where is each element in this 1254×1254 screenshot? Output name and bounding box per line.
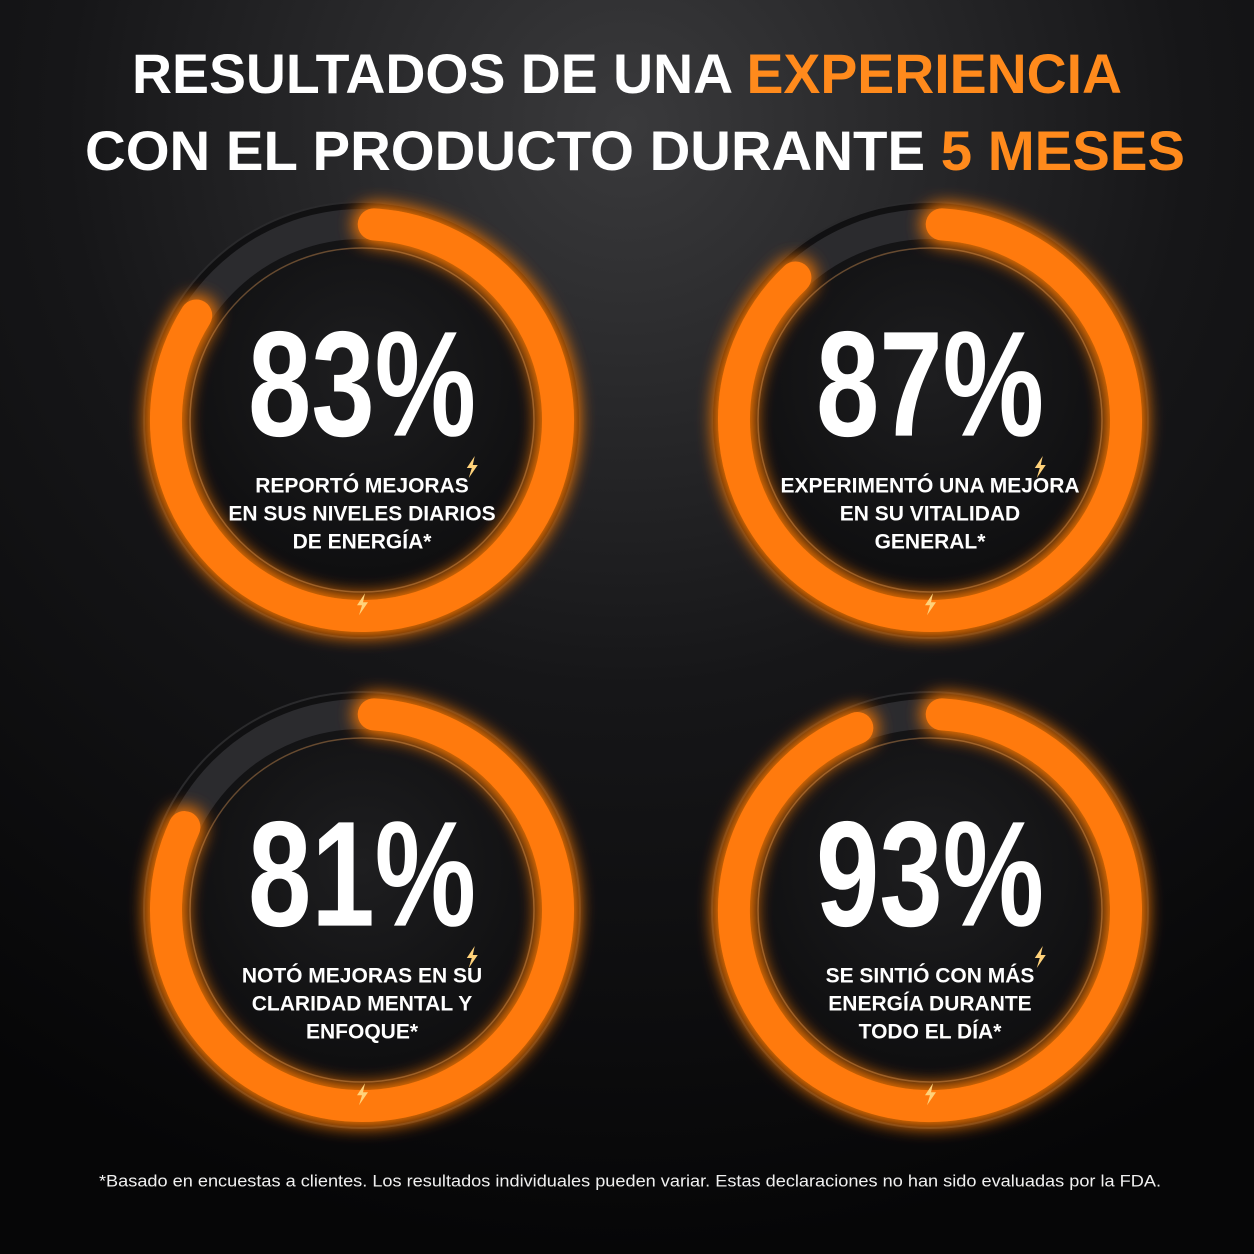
caption-line: EN SU VITALIDAD: [840, 503, 1020, 526]
title-accent: EXPERIENCIA: [746, 42, 1122, 105]
title-line: RESULTADOS DE UNA EXPERIENCIA: [132, 42, 1122, 105]
bolt-icon: [357, 593, 368, 616]
caption-line: TODO EL DÍA*: [859, 1021, 1003, 1044]
bolt-icon: [466, 456, 478, 479]
title-text: RESULTADOS DE UNA: [132, 42, 732, 105]
gauge: 87% EXPERIMENTÓ UNA MEJORA EN SU VITALIDAD…: [711, 201, 1149, 639]
gauge-arc: [718, 208, 1142, 632]
bolt-icon: [1034, 456, 1046, 479]
inner-ring: [189, 247, 535, 593]
gauge-disc: [143, 691, 581, 1129]
caption-line: REPORTÓ MEJORAS: [255, 474, 469, 498]
bolt-icon: [357, 1083, 368, 1106]
bolt-icon: [466, 946, 478, 969]
gauge-disc: [711, 201, 1149, 639]
caption-line: EXPERIMENTÓ UNA MEJORA: [780, 474, 1079, 498]
bolt-icon: [1034, 946, 1046, 969]
gauge: 81% NOTÓ MEJORAS EN SU CLARIDAD MENTAL Y EN…: [143, 691, 581, 1129]
inner-ring: [757, 247, 1103, 593]
caption-line: ENERGÍA DURANTE: [828, 993, 1031, 1016]
value-label: 93%: [816, 790, 1044, 958]
title-line: CON EL PRODUCTO DURANTE 5 MESES: [85, 119, 1185, 182]
gauge-disc: [143, 201, 581, 639]
caption-line: DE ENERGÍA*: [293, 531, 433, 554]
bolt-icon: [925, 1083, 936, 1106]
title-accent: 5 MESES: [941, 119, 1185, 182]
gauge: 93% SE SINTIÓ CON MÁS ENERGÍA DURANTE TODO …: [711, 691, 1149, 1129]
gauge-arc: [150, 208, 574, 632]
title-text: CON EL PRODUCTO DURANTE: [85, 119, 925, 182]
bolt-icon: [925, 593, 936, 616]
gauge: 83% REPORTÓ MEJORAS EN SUS NIVELES DIARIOS…: [143, 201, 581, 639]
caption-line: NOTÓ MEJORAS EN SU: [242, 964, 482, 988]
gauge-disc: [711, 691, 1149, 1129]
value-label: 83%: [248, 300, 476, 468]
caption-line: EN SUS NIVELES DIARIOS: [228, 503, 495, 526]
caption-line: SE SINTIÓ CON MÁS: [826, 964, 1035, 988]
caption-line: CLARIDAD MENTAL Y: [252, 993, 473, 1016]
gauge-arc: [150, 698, 574, 1122]
inner-ring: [757, 737, 1103, 1083]
inner-ring: [189, 737, 535, 1083]
gauge-arc: [718, 698, 1142, 1122]
caption-line: ENFOQUE*: [306, 1021, 419, 1044]
caption-line: GENERAL*: [875, 531, 987, 554]
value-label: 87%: [816, 300, 1044, 468]
value-label: 81%: [248, 790, 476, 958]
footnote: *Basado en encuestas a clientes. Los res…: [99, 1171, 1161, 1190]
